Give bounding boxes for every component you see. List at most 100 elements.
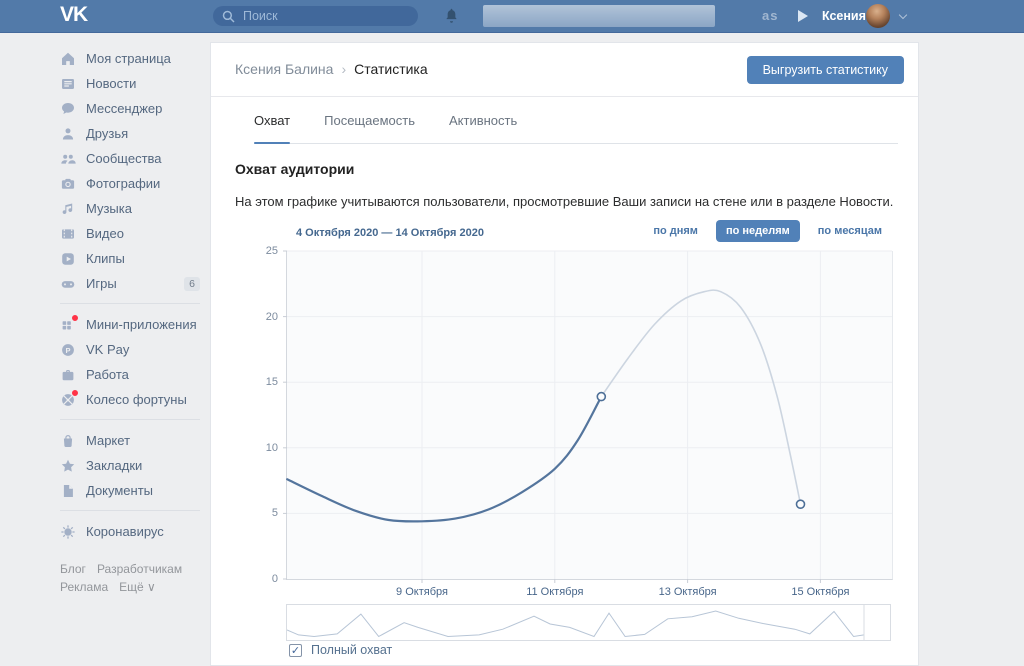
games-icon <box>60 276 76 292</box>
scrobbler-badge: as <box>762 8 779 23</box>
sidebar-item-label: Моя страница <box>86 51 171 66</box>
vk-logo[interactable]: VK <box>60 3 88 26</box>
y-axis-tick: 5 <box>271 507 278 520</box>
tab-activity[interactable]: Активность <box>448 112 518 128</box>
messenger-icon <box>60 101 76 117</box>
sidebar-item-photos[interactable]: Фотографии <box>60 171 200 196</box>
sidebar-item-coronavirus[interactable]: Коронавирус <box>60 519 200 544</box>
documents-icon <box>60 483 76 499</box>
navigator-sparkline <box>287 605 865 640</box>
breadcrumb-profile-link[interactable]: Ксения Балина <box>235 61 334 77</box>
footer-link-4[interactable]: Ещё ∨ <box>119 580 156 594</box>
sidebar-divider <box>60 419 200 420</box>
search-bar <box>213 6 418 26</box>
mode-by-day[interactable]: по дням <box>653 225 698 237</box>
sidebar-item-fortune-wheel[interactable]: Колесо фортуны <box>60 387 200 412</box>
notifications-bell-icon[interactable] <box>444 8 459 24</box>
tab-visitors[interactable]: Посещаемость <box>324 112 415 128</box>
reach-chart: 0 5 10 15 20 25 9 Октября 11 Октября 13 Октября 1… <box>266 245 893 598</box>
sidebar-item-messenger[interactable]: Мессенджер <box>60 96 200 121</box>
breadcrumb: Ксения Балина › Статистика <box>235 61 428 77</box>
sidebar-item-vkpay[interactable]: P VK Pay <box>60 337 200 362</box>
search-input[interactable] <box>241 8 409 24</box>
page-title: Статистика <box>354 61 428 77</box>
y-axis-tick: 15 <box>265 376 278 389</box>
sidebar-item-label: Игры <box>86 276 117 291</box>
sidebar-item-documents[interactable]: Документы <box>60 478 200 503</box>
coronavirus-icon <box>60 524 76 540</box>
legend-label: Полный охват <box>311 643 393 657</box>
sidebar-item-label: Работа <box>86 367 129 382</box>
topbar: VK as Ксения <box>0 0 1024 33</box>
notification-dot <box>71 388 79 397</box>
friends-icon <box>60 126 76 142</box>
sidebar-item-label: Музыка <box>86 201 132 216</box>
sidebar-item-bookmarks[interactable]: Закладки <box>60 453 200 478</box>
sidebar-nav: Моя страница Новости Мессенджер Друзья Сообщ… <box>60 46 200 544</box>
date-range-label: 4 Октября 2020 — 14 Октября 2020 <box>296 227 484 239</box>
bookmarks-icon <box>60 458 76 474</box>
export-statistics-button[interactable]: Выгрузить статистику <box>746 56 904 84</box>
section-description: На этом графике учитываются пользователи… <box>235 194 894 209</box>
sidebar-item-label: Мессенджер <box>86 101 163 116</box>
home-icon <box>60 51 76 67</box>
sidebar-item-video[interactable]: Видео <box>60 221 200 246</box>
content-card: Ксения Балина › Статистика Выгрузить стати… <box>210 42 919 666</box>
sidebar-item-label: VK Pay <box>86 342 130 357</box>
x-axis-tick: 9 Октября <box>396 586 448 598</box>
sidebar-item-music[interactable]: Музыка <box>60 196 200 221</box>
tabs: Охват Посещаемость Активность <box>254 97 898 144</box>
sidebar-item-news[interactable]: Новости <box>60 71 200 96</box>
footer-link-1[interactable]: Блог <box>60 562 86 576</box>
chart-navigator[interactable] <box>286 604 891 641</box>
counter-badge: 6 <box>184 276 200 291</box>
sidebar-divider <box>60 303 200 304</box>
communities-icon <box>60 151 76 167</box>
user-name: Ксения <box>822 9 866 23</box>
legend-checkbox[interactable]: ✓ <box>289 643 302 657</box>
y-axis-tick: 25 <box>265 245 278 257</box>
sidebar-footer: Блог Разработчикам Реклама Ещё ∨ <box>60 560 220 596</box>
section-title: Охват аудитории <box>235 161 355 177</box>
blurred-widget <box>483 5 715 27</box>
y-axis-tick: 0 <box>271 573 278 585</box>
period-mode-switcher: по дням по неделям по месяцам <box>653 220 882 242</box>
sidebar-item-label: Друзья <box>86 126 129 141</box>
sidebar-item-label: Видео <box>86 226 124 241</box>
sidebar-item-label: Коронавирус <box>86 524 164 539</box>
mode-by-week[interactable]: по неделям <box>715 220 800 242</box>
music-icon <box>60 201 76 217</box>
footer-link-3[interactable]: Реклама <box>60 580 109 594</box>
y-axis-tick: 10 <box>265 441 278 454</box>
sidebar-item-label: Колесо фортуны <box>86 392 187 407</box>
sidebar-item-label: Сообщества <box>86 151 162 166</box>
clips-icon <box>60 251 76 267</box>
sidebar-item-games[interactable]: Игры 6 <box>60 271 200 296</box>
music-play-icon[interactable] <box>797 9 809 23</box>
x-axis-tick: 11 Октября <box>526 586 584 598</box>
user-menu[interactable]: Ксения <box>820 0 915 32</box>
breadcrumb-separator: › <box>341 61 347 77</box>
y-axis-tick: 20 <box>265 310 278 323</box>
sidebar-item-home[interactable]: Моя страница <box>60 46 200 71</box>
x-axis-tick: 13 Октября <box>658 586 717 598</box>
photos-icon <box>60 176 76 192</box>
vkpay-icon: P <box>60 342 76 358</box>
sidebar-item-market[interactable]: Маркет <box>60 428 200 453</box>
sidebar-item-clips[interactable]: Клипы <box>60 246 200 271</box>
footer-link-2[interactable]: Разработчикам <box>96 562 183 576</box>
sidebar-item-communities[interactable]: Сообщества <box>60 146 200 171</box>
sidebar-item-label: Маркет <box>86 433 131 448</box>
sidebar-item-label: Мини-приложения <box>86 317 197 332</box>
sidebar-divider <box>60 510 200 511</box>
sidebar: Моя страница Новости Мессенджер Друзья Сообщ… <box>60 46 200 596</box>
sidebar-item-work[interactable]: Работа <box>60 362 200 387</box>
tab-reach[interactable]: Охват <box>254 97 291 144</box>
mode-by-month[interactable]: по месяцам <box>817 225 882 237</box>
sidebar-item-friends[interactable]: Друзья <box>60 121 200 146</box>
chevron-down-icon <box>898 10 908 20</box>
market-icon <box>60 433 76 449</box>
notification-dot <box>71 313 79 322</box>
sidebar-item-miniapps[interactable]: Мини-приложения <box>60 312 200 337</box>
sidebar-item-label: Новости <box>86 76 137 91</box>
